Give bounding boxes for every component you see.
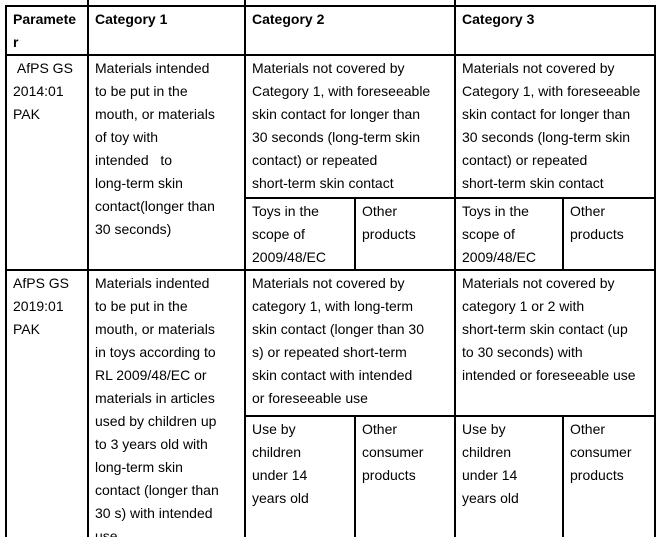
header-parameter: Parameter (5, 5, 89, 56)
table-header-row: Parameter Category 1 Category 2 Category… (5, 5, 657, 56)
cell-2019-category3-children: Use by children under 14 years old (454, 415, 565, 537)
header-category-1: Category 1 (87, 5, 246, 56)
cell-2014-category3-toys: Toys in the scope of 2009/48/EC (454, 197, 565, 271)
table-gridline-artifact (562, 531, 564, 536)
table-gridline-artifact (454, 531, 456, 536)
cell-2019-category1: Materials indented to be put in the mout… (87, 269, 246, 537)
table-row: AfPS GS 2019:01 PAK Materials indented t… (5, 269, 657, 537)
cell-2019-category2-description: Materials not covered by category 1, wit… (243, 269, 457, 417)
header-category-2: Category 2 (243, 5, 457, 56)
cell-parameter-2014: AfPS GS 2014:01 PAK (5, 54, 89, 271)
table-row: Use by children under 14 years old Other… (6, 415, 657, 537)
cell-2019-category2-other: Other consumer products (353, 415, 457, 537)
table-gridline-artifact (87, 0, 89, 5)
cell-2014-category3-other: Other products (562, 197, 657, 271)
cell-2019-category3-other: Other consumer products (562, 415, 657, 537)
cell-2014-category2-toys: Toys in the scope of 2009/48/EC (244, 197, 356, 271)
cell-2014-category3-description: Materials not covered by Category 1, wit… (454, 54, 657, 199)
cell-2014-category1: Materials intended to be put in the mout… (87, 54, 246, 271)
table-gridline-artifact (244, 0, 246, 5)
cell-2014-category2-description: Materials not covered by Category 1, wit… (243, 54, 457, 199)
table-gridline-artifact (244, 531, 246, 536)
table-row: AfPS GS 2014:01 PAK Materials intended t… (5, 54, 657, 271)
cell-2014-category2-other: Other products (353, 197, 457, 271)
cell-2019-category3-description: Materials not covered by category 1 or 2… (454, 269, 657, 417)
cell-2019-category2-children: Use by children under 14 years old (244, 415, 356, 537)
pak-categories-table: Parameter Category 1 Category 2 Category… (5, 5, 657, 537)
table-row: Toys in the scope of 2009/48/EC Other pr… (6, 197, 657, 271)
header-category-3: Category 3 (454, 5, 657, 56)
table-gridline-artifact (87, 531, 89, 536)
table-gridline-artifact (354, 531, 356, 536)
table-gridline-artifact (454, 0, 456, 5)
cell-parameter-2019: AfPS GS 2019:01 PAK (5, 269, 89, 537)
